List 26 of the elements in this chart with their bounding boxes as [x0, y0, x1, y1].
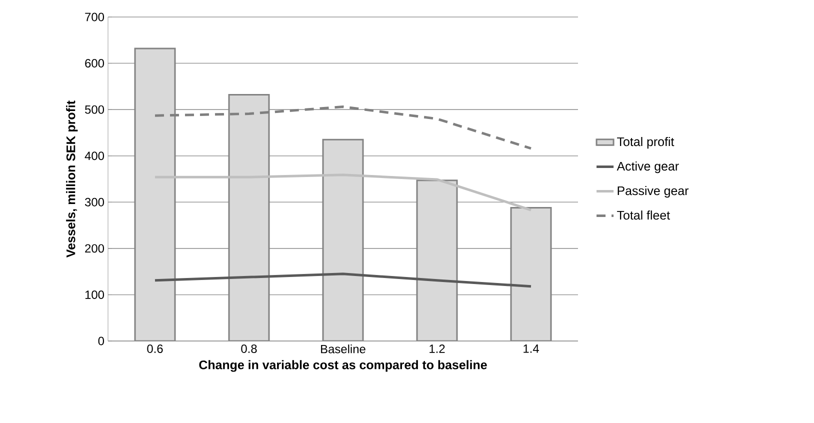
bar [322, 138, 364, 341]
y-tick-label: 0 [98, 336, 104, 346]
legend-label: Total fleet [617, 210, 670, 220]
x-tick-label: 1.2 [430, 344, 445, 353]
legend-label: Passive gear [618, 186, 689, 198]
y-tick-label: 600 [85, 59, 104, 68]
x-tick-label: 1.4 [524, 344, 539, 353]
y-tick-label: 100 [85, 290, 104, 299]
bar [510, 206, 552, 341]
bar [416, 180, 458, 341]
y-tick-label: 300 [84, 198, 104, 206]
x-tick-label: Baseline [321, 344, 366, 354]
y-tick-label: 500 [85, 105, 104, 114]
x-tick-label: 0.6 [147, 344, 163, 353]
line-series [154, 106, 532, 150]
legend-label: Active gear [616, 161, 679, 174]
x-axis-title: Change in variable cost as compared to baseline [199, 360, 487, 372]
y-tick-label: 200 [85, 244, 104, 253]
line-series [154, 174, 532, 212]
y-axis-title: Vessels, million SEK profit [66, 100, 78, 258]
bar [134, 48, 176, 341]
x-tick-label: 0.8 [241, 344, 257, 353]
bar [228, 94, 270, 341]
y-tick-label: 400 [84, 152, 104, 160]
y-tick-label: 700 [85, 12, 104, 22]
legend-label: Total profit [617, 136, 674, 149]
